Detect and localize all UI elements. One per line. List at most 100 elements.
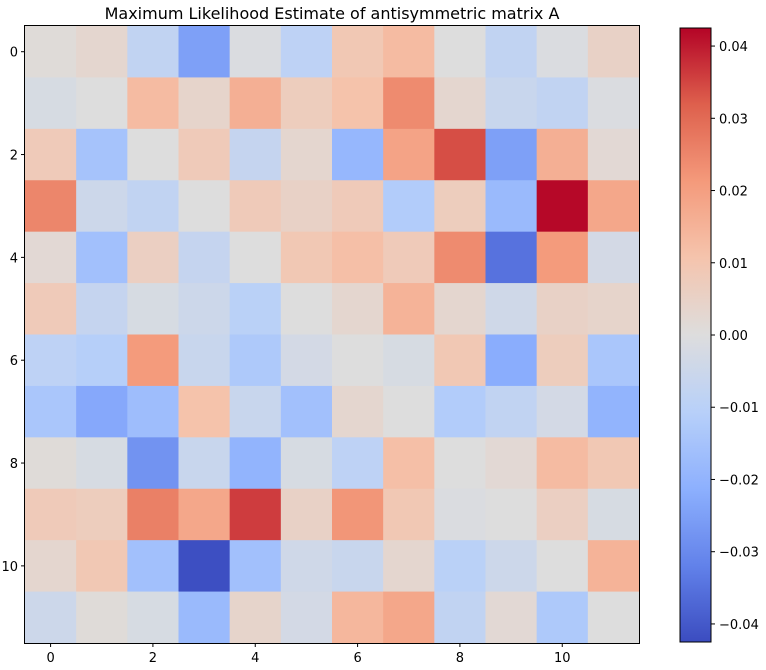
heatmap-cell-5-5 — [280, 283, 333, 336]
heatmap-cell-8-9 — [485, 437, 538, 490]
heatmap-cell-9-9 — [485, 488, 538, 541]
heatmap-cell-0-2 — [127, 26, 180, 79]
heatmap-cell-11-4 — [229, 591, 282, 644]
heatmap-cell-5-4 — [229, 283, 282, 336]
heatmap-cell-8-10 — [536, 437, 589, 490]
heatmap-cell-6-7 — [383, 334, 435, 387]
heatmap-cell-2-4 — [229, 128, 282, 181]
heatmap-cell-4-4 — [229, 231, 282, 284]
y-tick-label: 0 — [10, 46, 18, 61]
heatmap-cell-8-6 — [332, 437, 384, 490]
heatmap-cell-4-6 — [332, 231, 384, 284]
heatmap-cell-9-6 — [332, 488, 384, 541]
heatmap-cell-8-11 — [587, 437, 640, 490]
heatmap-cell-10-5 — [280, 540, 333, 593]
y-tick-label: 2 — [10, 149, 18, 164]
heatmap-cell-0-3 — [178, 26, 231, 79]
heatmap-cell-4-8 — [434, 231, 487, 284]
heatmap-cell-5-2 — [127, 283, 180, 336]
heatmap-cell-3-4 — [229, 180, 282, 233]
heatmap-cell-9-0 — [25, 488, 77, 541]
heatmap-cell-10-0 — [25, 540, 77, 593]
chart-title: Maximum Likelihood Estimate of antisymme… — [105, 4, 560, 23]
heatmap-cell-0-9 — [485, 26, 538, 79]
heatmap-cell-9-4 — [229, 488, 282, 541]
heatmap-cell-8-4 — [229, 437, 282, 490]
heatmap-cell-7-8 — [434, 385, 487, 438]
heatmap-cell-8-7 — [383, 437, 435, 490]
heatmap-cell-6-10 — [536, 334, 589, 387]
heatmap-cell-9-11 — [587, 488, 640, 541]
y-tick-label: 8 — [10, 457, 18, 472]
heatmap-cell-5-6 — [332, 283, 384, 336]
heatmap-cell-6-5 — [280, 334, 333, 387]
heatmap-cell-1-2 — [127, 77, 180, 130]
heatmap-cell-1-9 — [485, 77, 538, 130]
heatmap-cell-0-4 — [229, 26, 282, 79]
heatmap-cell-10-9 — [485, 540, 538, 593]
heatmap-cell-1-4 — [229, 77, 282, 130]
heatmap-cell-4-7 — [383, 231, 435, 284]
colorbar-tick-label: 0.04 — [719, 40, 748, 55]
heatmap-cell-7-7 — [383, 385, 435, 438]
heatmap-cell-2-10 — [536, 128, 589, 181]
heatmap-cell-7-2 — [127, 385, 180, 438]
y-axis-ticks: 0 2 4 6 8 10 — [1, 46, 25, 575]
heatmap-cell-0-6 — [332, 26, 384, 79]
heatmap-cell-4-11 — [587, 231, 640, 284]
heatmap-cell-11-6 — [332, 591, 384, 644]
heatmap-cell-2-8 — [434, 128, 487, 181]
heatmap-cell-0-7 — [383, 26, 435, 79]
heatmap-cell-3-0 — [25, 180, 77, 233]
heatmap-cell-2-5 — [280, 128, 333, 181]
heatmap-cell-1-11 — [587, 77, 640, 130]
heatmap-cell-6-3 — [178, 334, 231, 387]
heatmap-cell-2-0 — [25, 128, 77, 181]
heatmap-cell-1-10 — [536, 77, 589, 130]
heatmap-cell-7-10 — [536, 385, 589, 438]
colorbar-tick-label: 0.01 — [719, 257, 748, 272]
heatmap-cell-11-10 — [536, 591, 589, 644]
heatmap-cell-6-4 — [229, 334, 282, 387]
heatmap-cell-9-2 — [127, 488, 180, 541]
x-tick-label: 4 — [251, 651, 259, 666]
colorbar-tick-label: 0.03 — [719, 112, 748, 127]
heatmap-cell-8-0 — [25, 437, 77, 490]
heatmap-cell-3-1 — [76, 180, 128, 233]
y-tick-label: 6 — [10, 354, 18, 369]
heatmap-cell-10-10 — [536, 540, 589, 593]
heatmap-cell-7-11 — [587, 385, 640, 438]
heatmap-cell-5-11 — [587, 283, 640, 336]
x-tick-label: 0 — [46, 651, 54, 666]
plot-frame — [24, 25, 640, 644]
heatmap-cell-4-5 — [280, 231, 333, 284]
heatmap-cell-10-3 — [178, 540, 231, 593]
heatmap-cell-4-0 — [25, 231, 77, 284]
heatmap-cell-6-9 — [485, 334, 538, 387]
heatmap-cell-11-3 — [178, 591, 231, 644]
heatmap-cell-2-6 — [332, 128, 384, 181]
heatmap-cell-0-1 — [76, 26, 128, 79]
x-tick-label: 2 — [149, 651, 157, 666]
colorbar-gradient — [679, 27, 712, 643]
heatmap-cell-0-5 — [280, 26, 333, 79]
heatmap-cell-6-0 — [25, 334, 77, 387]
heatmap-cell-5-7 — [383, 283, 435, 336]
heatmap-cell-2-11 — [587, 128, 640, 181]
heatmap-cell-9-3 — [178, 488, 231, 541]
heatmap-cell-2-9 — [485, 128, 538, 181]
x-tick-label: 8 — [456, 651, 464, 666]
heatmap-cell-10-11 — [587, 540, 640, 593]
heatmap-cells — [25, 26, 640, 644]
heatmap-cell-3-11 — [587, 180, 640, 233]
heatmap-cell-5-1 — [76, 283, 128, 336]
heatmap-cell-1-0 — [25, 77, 77, 130]
colorbar-tick-label: −0.01 — [719, 401, 759, 416]
heatmap-cell-1-5 — [280, 77, 333, 130]
heatmap-cell-0-0 — [25, 26, 77, 79]
heatmap-cell-9-5 — [280, 488, 333, 541]
heatmap-cell-7-9 — [485, 385, 538, 438]
heatmap-cell-6-2 — [127, 334, 180, 387]
heatmap-cell-0-11 — [587, 26, 640, 79]
